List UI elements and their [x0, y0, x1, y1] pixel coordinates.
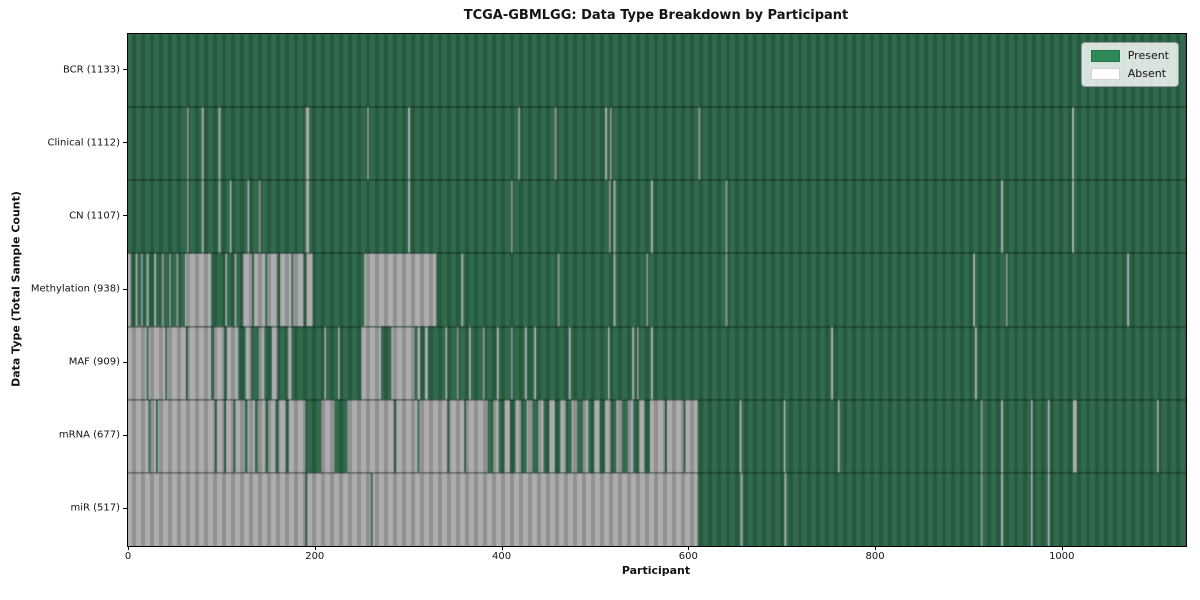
x-tick-mark: [1061, 546, 1063, 550]
x-tick-label: 400: [491, 551, 512, 562]
y-tick-label: MAF (909): [68, 356, 120, 368]
y-tick-mark: [123, 142, 127, 144]
x-axis-label: Participant: [621, 564, 691, 577]
x-tick-mark: [875, 546, 877, 550]
x-tick-label: 800: [865, 551, 885, 562]
y-tick-label: mRNA (677): [58, 429, 120, 441]
y-tick-mark: [123, 434, 127, 436]
x-tick-label: 200: [305, 551, 325, 562]
legend-label-absent: Absent: [1127, 67, 1167, 80]
y-tick-label: miR (517): [70, 502, 120, 514]
y-tick-mark: [123, 215, 127, 217]
plot-area: Present Absent: [127, 33, 1187, 547]
x-tick-label: 0: [124, 551, 132, 562]
legend-swatch-absent: [1090, 67, 1120, 80]
y-tick-label: BCR (1133): [62, 64, 120, 76]
x-tick-mark: [128, 546, 129, 550]
chart-title: TCGA-GBMLGG: Data Type Breakdown by Part…: [463, 8, 849, 23]
chart-canvas: [128, 34, 1186, 546]
x-tick-mark: [688, 546, 690, 550]
x-tick-label: 1000: [1049, 551, 1075, 562]
y-tick-mark: [123, 507, 127, 509]
y-tick-label: CN (1107): [69, 210, 120, 222]
y-tick-label: Methylation (938): [30, 283, 120, 295]
legend-swatch-present: [1090, 49, 1120, 62]
legend: Present Absent: [1080, 42, 1179, 87]
legend-label-present: Present: [1127, 49, 1169, 62]
legend-item-absent: Absent: [1090, 67, 1169, 80]
y-tick-mark: [123, 288, 127, 290]
y-tick-label: Clinical (1112): [47, 137, 121, 149]
x-tick-label: 600: [678, 551, 698, 562]
y-tick-mark: [123, 69, 127, 71]
legend-item-present: Present: [1090, 49, 1169, 62]
x-tick-mark: [501, 546, 503, 550]
y-tick-mark: [123, 361, 127, 363]
y-axis-label: Data Type (Total Sample Count): [9, 191, 23, 387]
x-tick-mark: [314, 546, 316, 550]
